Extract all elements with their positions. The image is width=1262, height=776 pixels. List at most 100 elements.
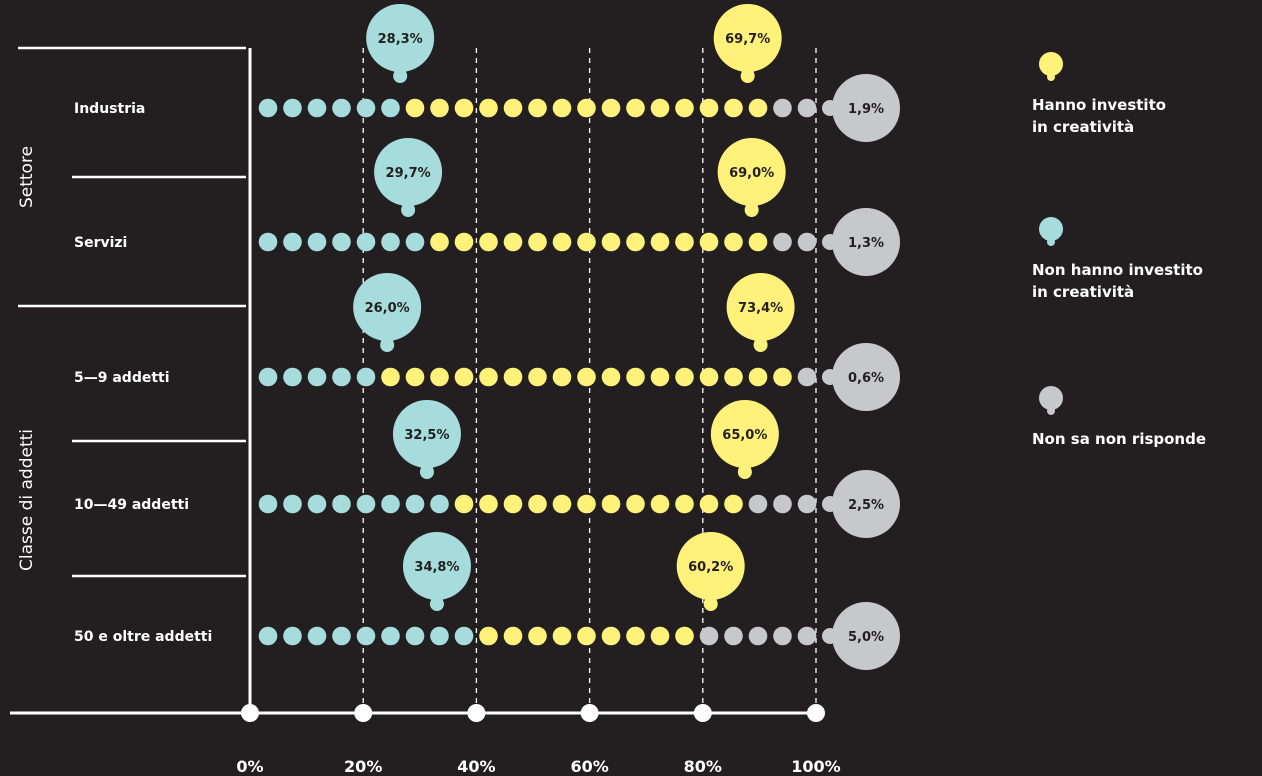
bubble-65-0-label: 65,0% <box>722 428 767 443</box>
dot-yellow <box>724 98 743 118</box>
x-tick-label-60: 60% <box>570 757 608 776</box>
bubble-26-0-label: 26,0% <box>365 301 410 316</box>
dot-teal <box>307 367 327 387</box>
bubble-34-8-circle <box>402 532 471 600</box>
dot-yellow <box>577 367 596 387</box>
x-tick-100 <box>807 704 825 722</box>
dot-yellow <box>724 494 743 514</box>
bubble-32-5: 32,5% <box>392 400 461 479</box>
dot-grey <box>748 494 768 514</box>
legend-item-1: Non hanno investito in creatività <box>1032 217 1203 301</box>
dot-yellow <box>724 367 743 387</box>
bubble-2-5-label: 2,5% <box>848 498 884 513</box>
dot-teal <box>381 98 400 118</box>
legend-marker-stem <box>1047 73 1055 81</box>
dot-yellow <box>479 367 498 387</box>
bubble-69-0-circle <box>717 138 786 206</box>
chart-rows: Industria 28,3% 69,7% 1,9% Servizi 29,7% 69,0%… <box>74 4 900 670</box>
dot-yellow <box>601 367 621 387</box>
row-5-9-addetti: 5—9 addetti 26,0% 73,4% 0,6% <box>74 273 900 411</box>
dot-teal <box>283 494 302 514</box>
dot-yellow <box>528 626 547 646</box>
dot-teal <box>381 626 400 646</box>
dot-teal <box>332 626 351 646</box>
dot-teal <box>430 494 449 514</box>
dot-yellow <box>699 494 719 514</box>
x-tick-label-40: 40% <box>457 757 495 776</box>
x-tick-label-100: 100% <box>791 757 840 776</box>
x-tick-80 <box>693 704 712 722</box>
dot-yellow <box>454 232 474 252</box>
grey-notch <box>822 496 838 512</box>
bubble-32-5-circle <box>392 400 461 468</box>
bubble-2-5-circle <box>832 470 900 538</box>
bubble-34-8: 34,8% <box>402 532 471 611</box>
bubble-69-7: 69,7% <box>713 4 782 83</box>
dot-yellow <box>577 232 596 252</box>
bubble-26-0-circle <box>353 273 422 341</box>
dot-grey <box>797 626 817 646</box>
dot-teal <box>356 494 376 514</box>
bubble-1-9: 1,9% <box>832 74 900 142</box>
row-label-servizi: Servizi <box>74 235 127 251</box>
dot-yellow <box>528 98 547 118</box>
dot-teal <box>405 494 425 514</box>
dot-yellow <box>430 98 449 118</box>
legend-label-line: Hanno investito <box>1032 96 1166 114</box>
legend-item-2: Non sa non risponde <box>1032 386 1206 448</box>
dot-yellow <box>381 367 400 387</box>
bubble-1-3-label: 1,3% <box>848 236 884 251</box>
grey-notch <box>822 369 838 385</box>
row-label-5-9-addetti: 5—9 addetti <box>74 370 170 386</box>
bubble-60-2-circle <box>676 532 745 600</box>
bubble-1-9-label: 1,9% <box>848 102 884 117</box>
bubble-28-3-label: 28,3% <box>378 32 423 47</box>
dot-yellow <box>528 367 547 387</box>
dot-yellow <box>748 367 768 387</box>
dot-teal <box>258 367 278 387</box>
dot-teal <box>405 626 425 646</box>
dot-teal <box>454 626 474 646</box>
dot-teal <box>258 98 278 118</box>
row-servizi: Servizi 29,7% 69,0% 1,3% <box>74 138 900 276</box>
dot-teal <box>283 98 302 118</box>
dot-yellow <box>503 98 523 118</box>
dot-yellow <box>454 367 474 387</box>
dot-teal <box>258 232 278 252</box>
bubble-28-3-stem-tip <box>393 69 408 83</box>
bubble-28-3-circle <box>366 4 435 72</box>
bubble-69-0: 69,0% <box>717 138 786 217</box>
grey-notch <box>822 234 838 250</box>
chart-legend: Hanno investito in creatività Non hanno in… <box>1032 52 1206 448</box>
dot-grey <box>797 494 817 514</box>
bubble-65-0-stem-tip <box>737 465 752 479</box>
bubble-73-4-label: 73,4% <box>738 301 783 316</box>
bubble-73-4: 73,4% <box>726 273 795 352</box>
dot-teal <box>258 494 278 514</box>
bubble-1-3: 1,3% <box>832 208 900 276</box>
dot-yellow <box>699 98 719 118</box>
chart-frame: Settore Classe di addetti <box>17 46 252 713</box>
x-tick-label-80: 80% <box>684 757 722 776</box>
legend-label-line: in creatività <box>1032 118 1134 136</box>
x-axis: 0% 20% 40% 60% 80% 100% <box>10 704 841 776</box>
dot-yellow <box>626 626 645 646</box>
dot-yellow <box>626 232 645 252</box>
bubble-65-0-circle <box>710 400 779 468</box>
grey-notch <box>822 628 838 644</box>
dot-yellow <box>626 494 645 514</box>
dot-yellow <box>503 232 523 252</box>
x-tick-40 <box>467 704 486 722</box>
dot-yellow <box>454 494 474 514</box>
bubble-0-6: 0,6% <box>832 343 900 411</box>
dot-yellow <box>479 98 498 118</box>
dot-teal <box>332 98 351 118</box>
row-10-49-addetti: 10—49 addetti 32,5% 65,0% 2,5% <box>74 400 900 538</box>
bubble-60-2-label: 60,2% <box>688 560 733 575</box>
dot-yellow <box>528 494 547 514</box>
legend-marker-icon <box>1039 52 1063 76</box>
dot-grey <box>773 98 792 118</box>
legend-label-line: Non hanno investito <box>1032 261 1203 279</box>
dot-teal <box>405 232 425 252</box>
dot-grey <box>797 98 817 118</box>
